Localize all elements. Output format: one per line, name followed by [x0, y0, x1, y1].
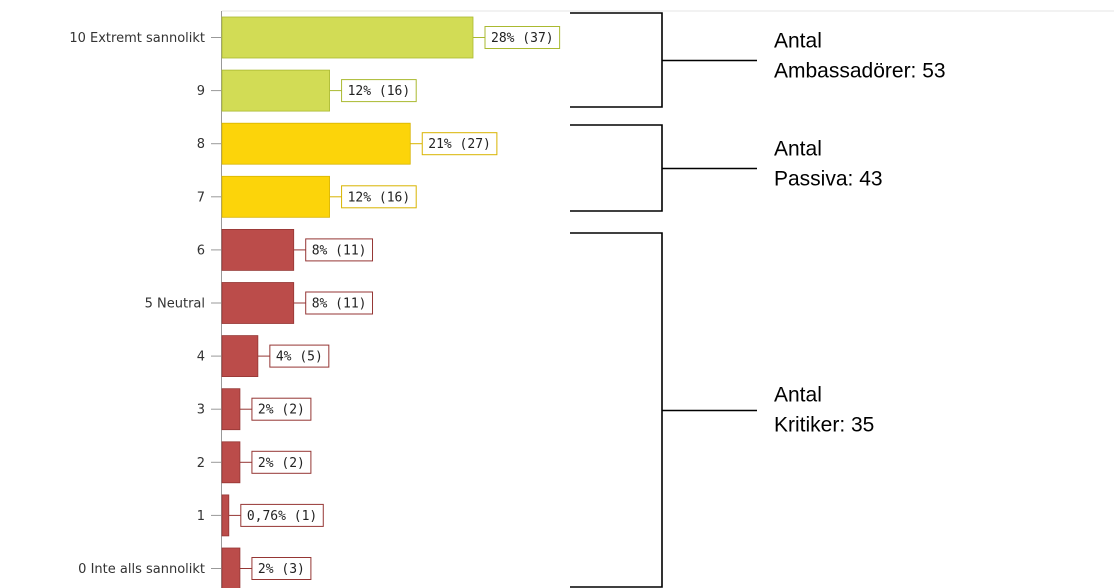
category-label: 3: [197, 403, 205, 418]
category-label: 2: [197, 456, 205, 471]
group-label-title: Antal: [774, 138, 822, 161]
data-label: 28% (37): [491, 31, 554, 46]
category-label: 8: [197, 137, 205, 152]
category-label: 10 Extremt sannolikt: [69, 31, 205, 46]
data-label-box: [251, 397, 312, 421]
data-label: 0,76% (1): [247, 509, 317, 524]
group-bracket: [570, 124, 663, 212]
category-label: 5 Neutral: [145, 297, 205, 312]
bar: [221, 175, 330, 218]
bar: [221, 335, 259, 378]
data-label-box: [341, 185, 417, 209]
data-label-box: [251, 450, 312, 474]
bar: [221, 388, 241, 431]
data-label-box: [251, 557, 312, 580]
bar: [221, 441, 241, 484]
data-label: 2% (2): [258, 403, 305, 418]
data-label: 12% (16): [348, 84, 411, 99]
group-label-count: Passiva: 43: [774, 168, 883, 191]
data-label: 4% (5): [276, 350, 323, 365]
category-label: 9: [197, 84, 205, 99]
category-label: 0 Inte alls sannolikt: [78, 562, 205, 577]
data-label: 2% (3): [258, 562, 305, 577]
group-label-title: Antal: [774, 30, 822, 53]
data-label-box: [484, 26, 561, 49]
bar: [221, 122, 411, 165]
data-label: 2% (2): [258, 456, 305, 471]
data-label: 12% (16): [348, 190, 411, 205]
data-label-box: [305, 291, 374, 315]
category-label: 1: [197, 509, 205, 524]
bar: [221, 16, 474, 59]
group-label-title: Antal: [774, 384, 822, 407]
category-label: 4: [197, 350, 205, 365]
bar: [221, 494, 230, 537]
category-label: 6: [197, 243, 205, 258]
data-label-box: [421, 132, 498, 156]
group-label-count: Kritiker: 35: [774, 414, 874, 437]
data-label-box: [240, 503, 324, 527]
group-bracket: [570, 232, 663, 588]
data-label: 8% (11): [312, 243, 367, 258]
data-label-box: [341, 79, 417, 103]
data-label: 8% (11): [312, 297, 367, 312]
data-label-box: [305, 238, 374, 262]
bar: [221, 228, 295, 271]
category-label: 7: [197, 190, 205, 205]
bar: [221, 69, 330, 112]
bar: [221, 547, 241, 588]
bar: [221, 282, 295, 324]
group-bracket: [570, 12, 663, 108]
data-label: 21% (27): [428, 137, 491, 152]
group-label-count: Ambassadörer: 53: [774, 60, 946, 83]
data-label-box: [269, 344, 330, 368]
